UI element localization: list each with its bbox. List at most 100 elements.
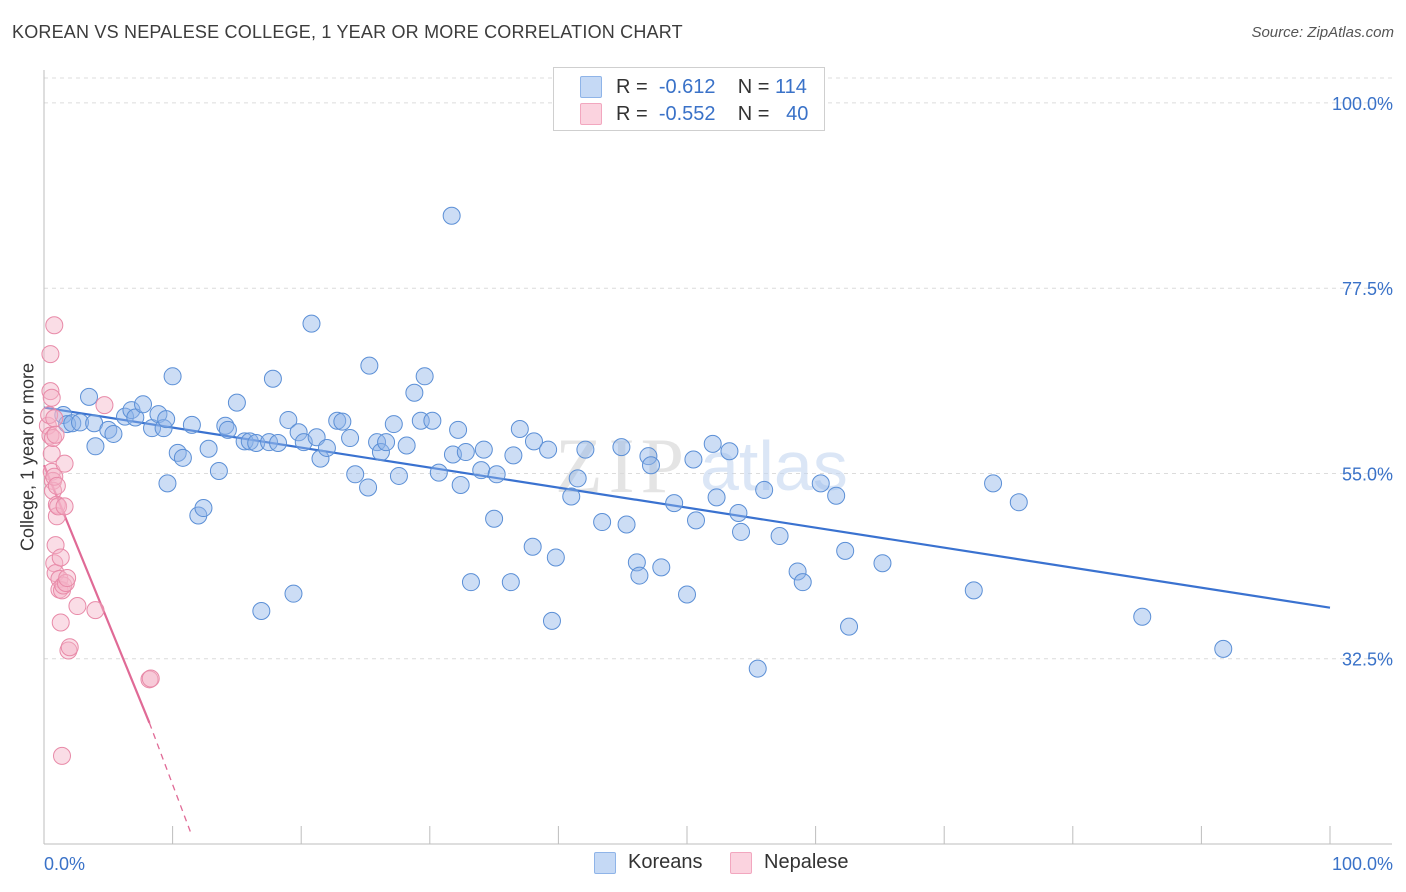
data-point [641, 456, 660, 475]
data-point [126, 408, 145, 427]
data-point [368, 433, 387, 452]
data-point [260, 433, 279, 452]
legend-row-nepalese: R = -0.552 N = 40 [580, 101, 808, 127]
data-point [63, 414, 82, 433]
data-point [504, 446, 523, 465]
data-point [510, 420, 529, 439]
y-tick-label: 55.0% [1342, 464, 1393, 484]
data-point [811, 474, 830, 493]
legend-n-label: N = [737, 75, 770, 98]
data-point [665, 494, 684, 513]
data-point [263, 369, 282, 388]
data-point [45, 409, 64, 428]
data-point [840, 617, 859, 636]
data-point [279, 410, 298, 429]
data-points [38, 206, 1233, 765]
series-legend-nepalese: Nepalese [730, 851, 849, 874]
data-point [542, 611, 561, 630]
data-point [209, 461, 228, 480]
legend-r-value: -0.612 [658, 75, 716, 98]
data-point [793, 573, 812, 592]
data-point [158, 474, 177, 493]
legend-swatch-nepalese [580, 103, 602, 125]
data-point [1214, 639, 1233, 658]
data-point [873, 554, 892, 573]
x-tick-label-min: 0.0% [44, 854, 85, 874]
data-point [47, 476, 66, 495]
legend-r-label: R = [616, 75, 648, 98]
data-point [472, 461, 491, 480]
data-point [474, 440, 493, 459]
data-point [55, 454, 74, 473]
data-point [328, 411, 347, 430]
data-point [51, 548, 70, 567]
data-point [227, 393, 246, 412]
data-point [964, 581, 983, 600]
data-point [199, 439, 218, 458]
data-point [405, 383, 424, 402]
data-point [45, 316, 64, 335]
gridlines [44, 77, 1392, 660]
data-point [71, 413, 90, 432]
legend-n-label: N = [737, 102, 770, 125]
data-point [415, 367, 434, 386]
data-point [371, 443, 390, 462]
data-point [389, 466, 408, 485]
data-point [359, 478, 378, 497]
correlation-legend: R = -0.612 N = 114 R = -0.552 N = 40 [553, 67, 825, 131]
x-tick-label-max: 100.0% [1332, 854, 1393, 874]
data-point [269, 434, 288, 453]
data-point [461, 573, 480, 592]
data-point [360, 356, 379, 375]
data-point [235, 432, 254, 451]
data-point [630, 566, 649, 585]
data-point [442, 206, 461, 225]
data-point [60, 638, 79, 657]
data-point [687, 511, 706, 530]
data-point [284, 584, 303, 603]
chart-title: KOREAN VS NEPALESE COLLEGE, 1 YEAR OR MO… [12, 22, 683, 42]
data-point [252, 601, 271, 620]
data-point [341, 429, 360, 448]
data-point [46, 425, 65, 444]
data-point [524, 432, 543, 451]
data-point [240, 432, 259, 451]
series-swatch-nepalese [730, 851, 752, 874]
data-point [703, 434, 722, 453]
data-point [451, 475, 470, 494]
data-point [116, 407, 135, 426]
data-point [456, 443, 475, 462]
y-tick-label: 100.0% [1332, 94, 1393, 114]
data-point [194, 499, 213, 518]
data-point [487, 465, 506, 484]
data-point [86, 601, 105, 620]
series-swatch-koreans [594, 851, 616, 874]
data-point [539, 440, 558, 459]
data-point [788, 562, 807, 581]
data-point [289, 423, 308, 442]
data-point [720, 442, 739, 461]
y-tick-label: 32.5% [1342, 650, 1393, 670]
y-tick-label: 77.5% [1342, 279, 1393, 299]
data-point [41, 382, 60, 401]
data-point [55, 497, 74, 516]
data-point [41, 426, 60, 445]
data-point [377, 433, 396, 452]
data-point [40, 406, 59, 425]
data-point [218, 420, 237, 439]
data-point [49, 497, 68, 516]
data-point [562, 487, 581, 506]
data-point [501, 573, 520, 592]
legend-r-value: -0.552 [658, 102, 716, 125]
data-point [984, 474, 1003, 493]
data-point [423, 411, 442, 430]
watermark-zip: ZIP [555, 422, 690, 509]
data-point [523, 537, 542, 556]
data-point [68, 597, 87, 616]
series-nepalese [38, 316, 160, 765]
legend-swatch-koreans [580, 76, 602, 98]
data-point [1133, 607, 1152, 626]
data-point [173, 448, 192, 467]
series-legend: Koreans Nepalese [0, 851, 1406, 877]
data-point [429, 463, 448, 482]
